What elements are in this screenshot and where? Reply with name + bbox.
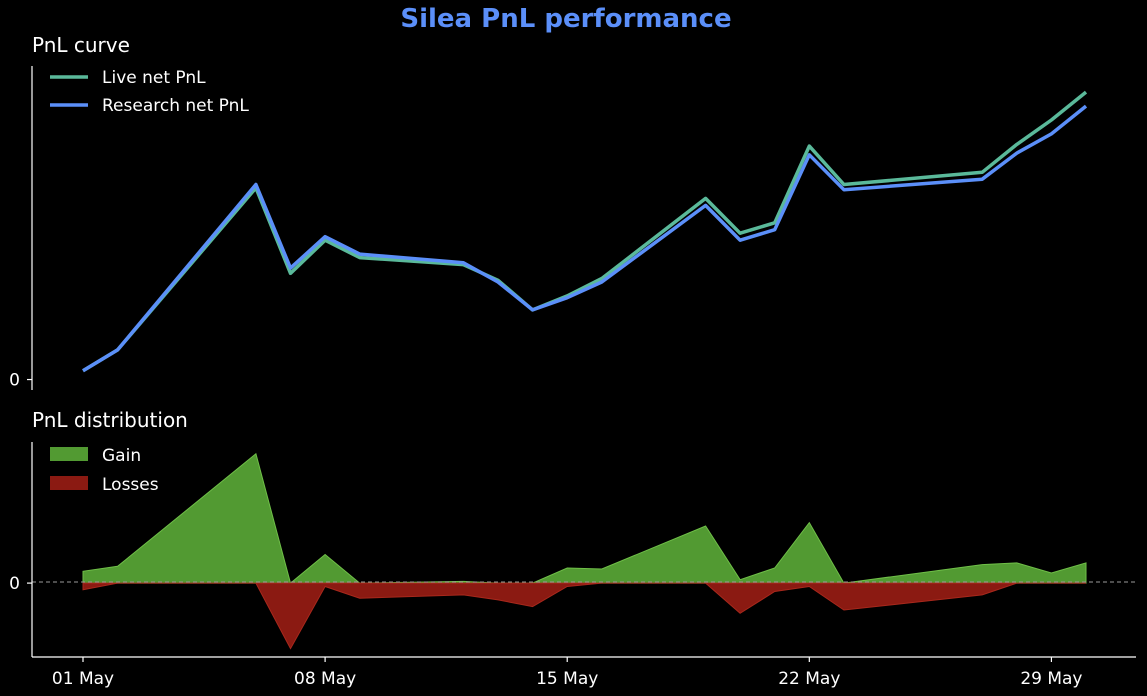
x-tick-label: 15 May xyxy=(536,669,598,689)
x-tick-label: 08 May xyxy=(294,669,356,689)
pnl-distribution-y-ticks: 0 xyxy=(9,574,32,594)
x-axis-ticks: 01 May 08 May 15 May 22 May 29 May xyxy=(52,657,1083,689)
pnl-distribution-areas xyxy=(82,452,1087,650)
y-tick-label: 0 xyxy=(9,371,20,391)
x-tick-label: 01 May xyxy=(52,669,114,689)
pnl-distribution-legend: Gain Losses xyxy=(50,446,159,495)
legend-swatch-losses xyxy=(50,476,88,490)
series-line-live xyxy=(82,90,1088,373)
pnl-distribution-title: PnL distribution xyxy=(32,408,188,432)
legend-swatch-gain xyxy=(50,447,88,461)
area-losses xyxy=(82,582,1086,650)
series-line-research xyxy=(82,104,1088,373)
area-gain xyxy=(82,452,1087,584)
y-tick-label: 0 xyxy=(9,574,20,594)
pnl-curve-lines xyxy=(82,90,1088,373)
x-tick-label: 29 May xyxy=(1020,669,1082,689)
figure-title: Silea PnL performance xyxy=(400,4,731,34)
pnl-curve-y-ticks: 0 xyxy=(9,371,32,391)
legend-label-research: Research net PnL xyxy=(102,96,249,116)
pnl-curve-legend: Live net PnL Research net PnL xyxy=(50,68,249,116)
legend-label-live: Live net PnL xyxy=(102,68,206,88)
legend-label-losses: Losses xyxy=(102,475,159,495)
legend-label-gain: Gain xyxy=(102,446,141,466)
x-tick-label: 22 May xyxy=(778,669,840,689)
pnl-distribution-panel: PnL distribution 0 01 May 08 May 15 May 22 … xyxy=(9,408,1136,689)
pnl-curve-title: PnL curve xyxy=(32,33,130,57)
pnl-curve-panel: PnL curve 0 Live net PnL Research net Pn… xyxy=(9,33,1088,391)
